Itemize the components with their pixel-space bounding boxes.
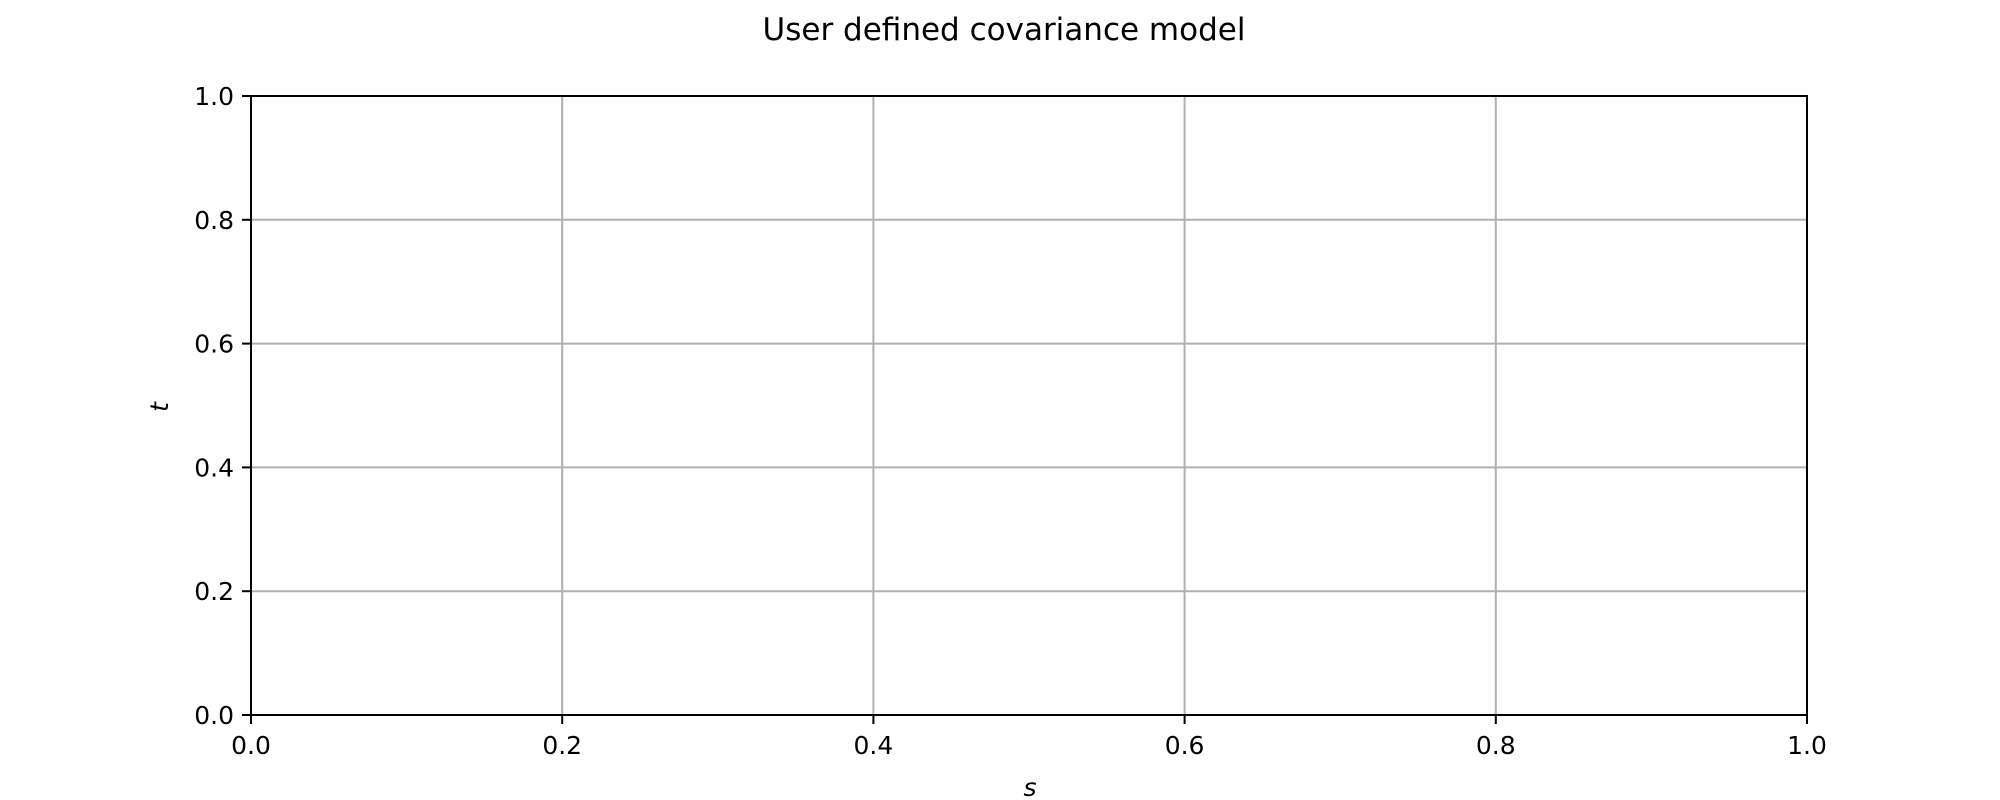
y-tick-label: 0.2 (194, 577, 234, 606)
x-tick-label: 0.6 (1165, 731, 1205, 760)
x-tick-label: 0.0 (231, 731, 271, 760)
x-tick-label: 0.8 (1476, 731, 1516, 760)
plot-frame (250, 95, 1808, 716)
y-tick-label: 0.6 (194, 330, 234, 359)
ticks: 0.0 0.2 0.4 0.6 0.8 1.0 0.0 0.2 0.4 0.6 0.8 1.0 (194, 82, 1827, 760)
x-axis-label: s (1023, 773, 1036, 800)
y-tick-label: 0.8 (194, 206, 234, 235)
x-tick-label: 1.0 (1787, 731, 1827, 760)
y-axis-label: t (145, 401, 174, 412)
x-tick-label: 0.4 (854, 731, 894, 760)
x-tick-label: 0.2 (542, 731, 582, 760)
y-tick-label: 0.4 (194, 453, 234, 482)
chart-title: User defined covariance model (763, 12, 1246, 48)
y-tick-label: 0.0 (194, 701, 234, 730)
y-tick-label: 1.0 (194, 82, 234, 111)
